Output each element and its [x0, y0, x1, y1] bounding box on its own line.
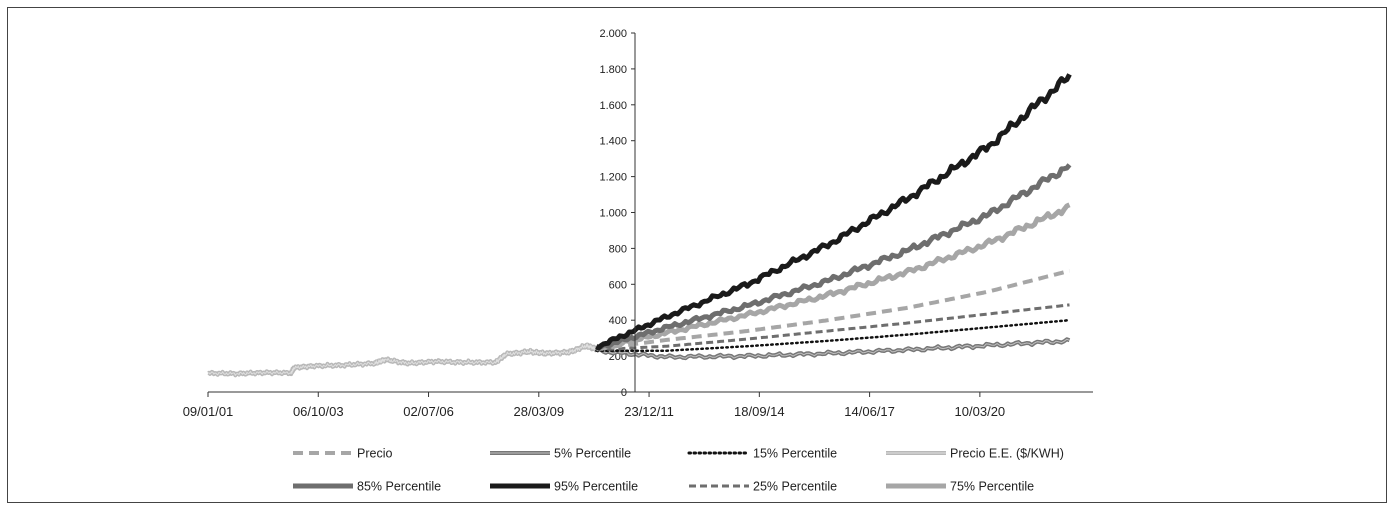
series-precio [596, 268, 1071, 351]
series-85-percentile [595, 163, 1072, 350]
series-precio-e-e-kwh- [207, 342, 599, 378]
legend-label: Precio [357, 447, 392, 461]
series-line [595, 318, 1071, 352]
series-line [595, 337, 1071, 361]
legend-label: 25% Percentile [753, 480, 837, 494]
legend-item: 85% Percentile [293, 480, 441, 494]
x-axis-ticks: 09/01/01 06/10/03 02/07/06 28/03/09 23/12/11… [183, 392, 1005, 419]
series-line [595, 73, 1072, 351]
legend-item: Precio [293, 447, 392, 461]
series-line [207, 342, 599, 378]
legend-item: 5% Percentile [490, 447, 631, 461]
y-tick-label: 1.600 [599, 100, 627, 112]
series-95-percentile [595, 73, 1072, 351]
legend-item: 25% Percentile [689, 480, 837, 494]
series-25-percentile [596, 303, 1070, 352]
y-tick-label: 2.000 [599, 28, 627, 40]
y-tick-label: 1.000 [599, 208, 627, 220]
series-75-percentile [595, 202, 1071, 351]
legend-item: 75% Percentile [886, 480, 1034, 494]
series-line [595, 202, 1071, 351]
x-tick-label: 18/09/14 [734, 404, 785, 419]
x-tick-label: 09/01/01 [183, 404, 234, 419]
x-tick-label: 14/06/17 [844, 404, 895, 419]
chart-frame [7, 7, 1387, 503]
y-axis-ticks: 02004006008001.0001.2001.4001.6001.8002.… [599, 28, 635, 399]
x-tick-label: 02/07/06 [403, 404, 454, 419]
y-tick-label: 400 [609, 315, 627, 327]
x-tick-label: 06/10/03 [293, 404, 344, 419]
series-15-percentile [595, 318, 1071, 352]
y-tick-label: 1.200 [599, 172, 627, 184]
legend-label: 15% Percentile [753, 447, 837, 461]
y-tick-label: 1.800 [599, 64, 627, 76]
legend-label: 5% Percentile [554, 447, 631, 461]
legend-label: 85% Percentile [357, 480, 441, 494]
y-tick-label: 600 [609, 279, 627, 291]
x-tick-label: 28/03/09 [513, 404, 564, 419]
y-tick-label: 0 [621, 387, 627, 399]
series-layer [207, 73, 1072, 378]
legend-label: Precio E.E. ($/KWH) [950, 447, 1064, 461]
y-tick-label: 800 [609, 243, 627, 255]
legend-item: 15% Percentile [687, 447, 837, 461]
series-line-highlight [207, 342, 597, 377]
x-tick-label: 23/12/11 [624, 404, 674, 419]
legend-label: 95% Percentile [554, 480, 638, 494]
series-line [596, 268, 1071, 351]
series-line-highlight [596, 338, 1070, 359]
legend-item: 95% Percentile [490, 480, 638, 494]
legend: Precio 5% Percentile 15% Percentile Precio … [293, 447, 1064, 494]
series-line [595, 163, 1072, 350]
legend-item: Precio E.E. ($/KWH) [886, 447, 1064, 461]
x-tick-label: 10/03/20 [955, 404, 1006, 419]
series-5-percentile [595, 337, 1071, 361]
series-line [596, 303, 1070, 352]
legend-label: 75% Percentile [950, 480, 1034, 494]
y-tick-label: 1.400 [599, 136, 627, 148]
